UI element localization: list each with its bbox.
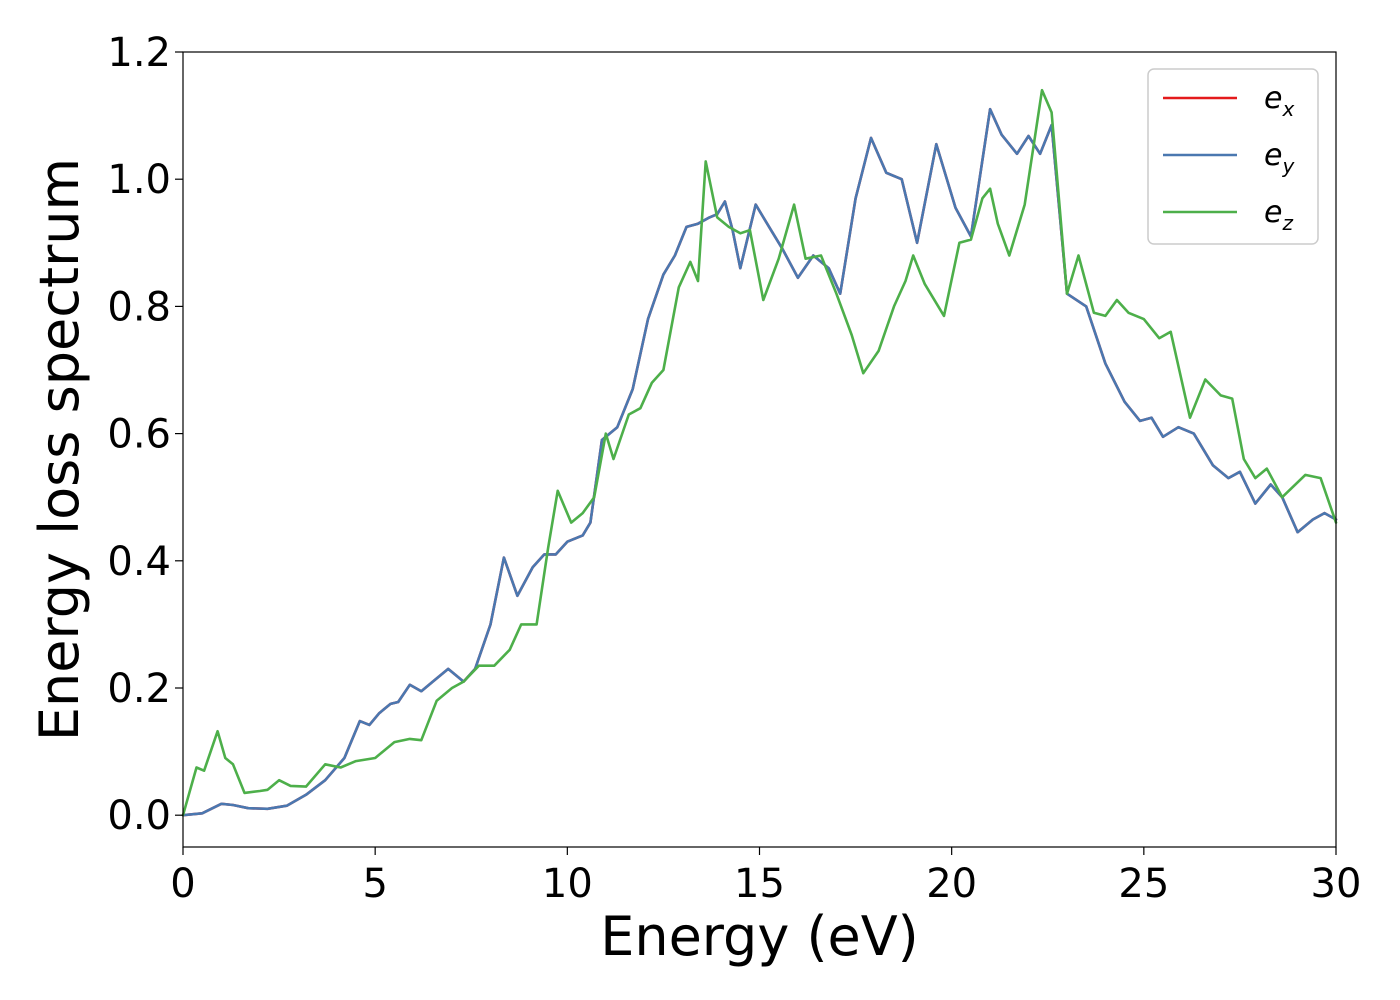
y-tick-label: 0.8: [107, 284, 171, 330]
y-axis-ticks: 0.0 0.2 0.4 0.6 0.8 1.0 1.2: [107, 30, 183, 839]
series-layer: [181, 88, 1338, 817]
x-tick-label: 10: [542, 861, 593, 907]
x-tick-label: 30: [1311, 861, 1362, 907]
x-axis-ticks: 0 5 10 15 20 25 30: [170, 847, 1361, 907]
legend: ex ey ez: [1147, 68, 1319, 245]
legend-label-y: ey: [1264, 138, 1295, 178]
legend-label-x: ex: [1264, 81, 1294, 121]
y-tick-label: 0.6: [107, 412, 171, 458]
y-axis-label: Energy loss spectrum: [28, 158, 91, 741]
x-tick-label: 15: [734, 861, 785, 907]
x-tick-label: 0: [170, 861, 195, 907]
legend-label-z: ez: [1264, 195, 1293, 235]
legend-box: [1147, 68, 1319, 245]
x-tick-label: 20: [926, 861, 977, 907]
x-axis-label: Energy (eV): [600, 905, 919, 968]
x-tick-label: 25: [1118, 861, 1169, 907]
x-tick-label: 5: [362, 861, 387, 907]
y-tick-label: 1.0: [107, 157, 171, 203]
series-line-e-z: [181, 88, 1338, 817]
y-tick-label: 1.2: [107, 30, 171, 76]
y-tick-label: 0.2: [107, 666, 171, 712]
y-tick-label: 0.0: [107, 793, 171, 839]
y-tick-label: 0.4: [107, 539, 171, 585]
